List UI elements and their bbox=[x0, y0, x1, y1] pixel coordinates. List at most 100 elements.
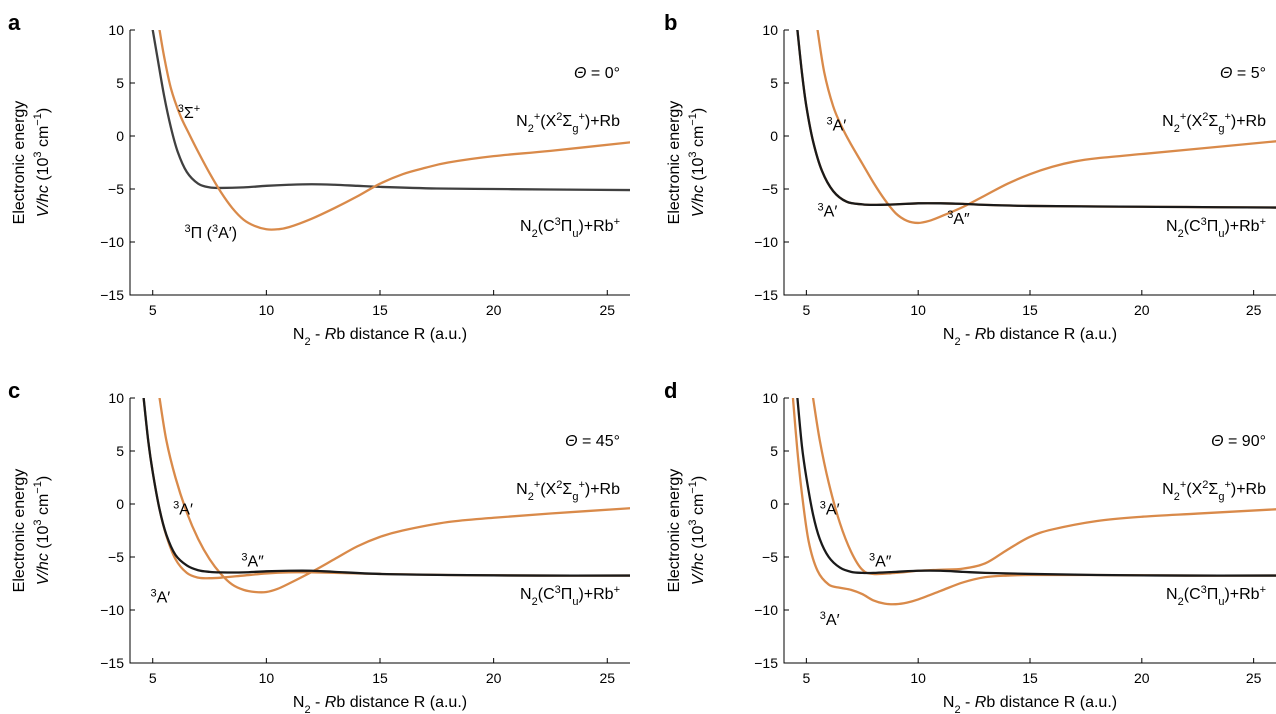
x-tick-label: 10 bbox=[910, 302, 926, 318]
panel-d: d −15 −10 −5 0 5 10 5 10 15 20 25 N2 - Rb distance R… bbox=[664, 378, 1276, 714]
x-axis-title: N2 - Rb distance R (a.u.) bbox=[943, 326, 1117, 348]
y-tick-label: −15 bbox=[754, 287, 778, 303]
x-tick-label: 25 bbox=[1246, 302, 1262, 318]
curves bbox=[791, 398, 1276, 606]
y-tick-label: 10 bbox=[108, 390, 124, 406]
y-tick-label: −10 bbox=[100, 602, 124, 618]
panel-letter: c bbox=[8, 378, 20, 403]
x-tick-label: 5 bbox=[802, 670, 810, 686]
asymptote-lower-label: N2(C3Πu)+Rb+ bbox=[520, 216, 620, 240]
asymptote-upper-label: N2+(X2Σg+)+Rb bbox=[1162, 479, 1266, 503]
y-axis-title-line2: V/hc (103 cm−1) bbox=[687, 108, 707, 217]
y-axis-title-line1: Electronic energy bbox=[666, 469, 683, 593]
angle-label: Θ = 5° bbox=[1220, 65, 1266, 82]
y-tick-label: −5 bbox=[762, 181, 778, 197]
angle-label: Θ = 45° bbox=[565, 433, 620, 450]
x-tick-label: 5 bbox=[149, 302, 157, 318]
x-tick-label: 10 bbox=[259, 302, 275, 318]
x-tick-label: 20 bbox=[486, 302, 502, 318]
series-line-1 bbox=[816, 30, 1276, 225]
x-tick-label: 15 bbox=[372, 302, 388, 318]
y-tick-label: 5 bbox=[116, 443, 124, 459]
y-tick-label: 10 bbox=[762, 390, 778, 406]
y-tick-label: 5 bbox=[116, 75, 124, 91]
x-tick-label: 20 bbox=[1134, 302, 1150, 318]
series-label-1: 3A′ bbox=[826, 116, 846, 135]
curves bbox=[151, 30, 630, 231]
x-axis-title: N2 - Rb distance R (a.u.) bbox=[293, 694, 467, 714]
curves bbox=[796, 30, 1276, 225]
series-label-2: 3A′ bbox=[820, 610, 840, 629]
panel-letter: d bbox=[664, 378, 677, 403]
series-label-1: 3Σ+ bbox=[178, 103, 200, 122]
panel-a: a −15 −10 −5 0 5 10 5 10 15 20 25 N2 - Rb distance R… bbox=[8, 10, 630, 348]
series-label-1: 3A′ bbox=[820, 500, 840, 519]
y-tick-label: 5 bbox=[770, 443, 778, 459]
y-axis-title-line1: Electronic energy bbox=[666, 101, 683, 225]
y-tick-label: −5 bbox=[762, 549, 778, 565]
asymptote-lower-label: N2(C3Πu)+Rb+ bbox=[520, 584, 620, 608]
asymptote-upper-label: N2+(X2Σg+)+Rb bbox=[1162, 111, 1266, 135]
x-tick-label: 10 bbox=[910, 670, 926, 686]
x-tick-label: 20 bbox=[1134, 670, 1150, 686]
series-label-1: 3A′ bbox=[173, 500, 193, 519]
series-label-3: 3A″ bbox=[947, 209, 970, 228]
angle-label: Θ = 0° bbox=[574, 65, 620, 82]
series-label-2: 3Π (3A′) bbox=[185, 223, 238, 242]
series-line-3 bbox=[796, 30, 1276, 209]
x-axis-title: N2 - Rb distance R (a.u.) bbox=[943, 694, 1117, 714]
panel-c: c −15 −10 −5 0 5 10 5 10 15 20 25 N2 - Rb distance R… bbox=[8, 378, 630, 714]
y-tick-label: −15 bbox=[100, 287, 124, 303]
x-axis-title: N2 - Rb distance R (a.u.) bbox=[293, 326, 467, 348]
asymptote-lower-label: N2(C3Πu)+Rb+ bbox=[1166, 216, 1266, 240]
axes bbox=[129, 398, 630, 664]
x-tick-label: 25 bbox=[1246, 670, 1262, 686]
x-tick-label: 25 bbox=[599, 670, 615, 686]
x-tick-label: 15 bbox=[1022, 302, 1038, 318]
x-tick-label: 5 bbox=[149, 670, 157, 686]
y-tick-label: −10 bbox=[100, 234, 124, 250]
y-tick-label: 0 bbox=[116, 496, 124, 512]
y-tick-label: −15 bbox=[100, 655, 124, 671]
asymptote-upper-label: N2+(X2Σg+)+Rb bbox=[516, 111, 620, 135]
angle-label: Θ = 90° bbox=[1211, 433, 1266, 450]
y-tick-label: 0 bbox=[770, 496, 778, 512]
y-axis-title-line2: V/hc (103 cm−1) bbox=[32, 108, 52, 217]
panel-letter: b bbox=[664, 10, 677, 35]
x-tick-label: 15 bbox=[372, 670, 388, 686]
series-line-3 bbox=[142, 398, 630, 577]
asymptote-lower-label: N2(C3Πu)+Rb+ bbox=[1166, 584, 1266, 608]
series-line-2 bbox=[158, 30, 630, 231]
x-tick-label: 15 bbox=[1022, 670, 1038, 686]
y-axis-title-line2: V/hc (103 cm−1) bbox=[32, 476, 52, 585]
y-tick-label: −10 bbox=[754, 234, 778, 250]
series-label-3: 3A″ bbox=[241, 552, 264, 571]
y-tick-label: 10 bbox=[762, 22, 778, 38]
y-tick-label: −5 bbox=[108, 549, 124, 565]
y-axis-title-line1: Electronic energy bbox=[11, 101, 28, 225]
curves bbox=[142, 398, 630, 594]
x-tick-label: 20 bbox=[486, 670, 502, 686]
x-tick-label: 25 bbox=[599, 302, 615, 318]
series-label-2: 3A′ bbox=[150, 588, 170, 607]
x-tick-label: 5 bbox=[802, 302, 810, 318]
asymptote-upper-label: N2+(X2Σg+)+Rb bbox=[516, 479, 620, 503]
x-tick-label: 10 bbox=[259, 670, 275, 686]
y-tick-label: −5 bbox=[108, 181, 124, 197]
series-line-3 bbox=[796, 398, 1276, 577]
y-tick-label: 0 bbox=[116, 128, 124, 144]
series-label-2: 3A′ bbox=[818, 202, 838, 221]
panel-letter: a bbox=[8, 10, 21, 35]
y-tick-label: −10 bbox=[754, 602, 778, 618]
y-tick-label: −15 bbox=[754, 655, 778, 671]
y-tick-label: 0 bbox=[770, 128, 778, 144]
series-label-3: 3A″ bbox=[869, 552, 892, 571]
series-line-1 bbox=[151, 30, 630, 192]
y-axis-title-line1: Electronic energy bbox=[11, 469, 28, 593]
series-line-1 bbox=[158, 398, 630, 594]
axes bbox=[783, 30, 1276, 296]
y-tick-label: 5 bbox=[770, 75, 778, 91]
axes bbox=[783, 398, 1276, 664]
y-axis-title-line2: V/hc (103 cm−1) bbox=[687, 476, 707, 585]
